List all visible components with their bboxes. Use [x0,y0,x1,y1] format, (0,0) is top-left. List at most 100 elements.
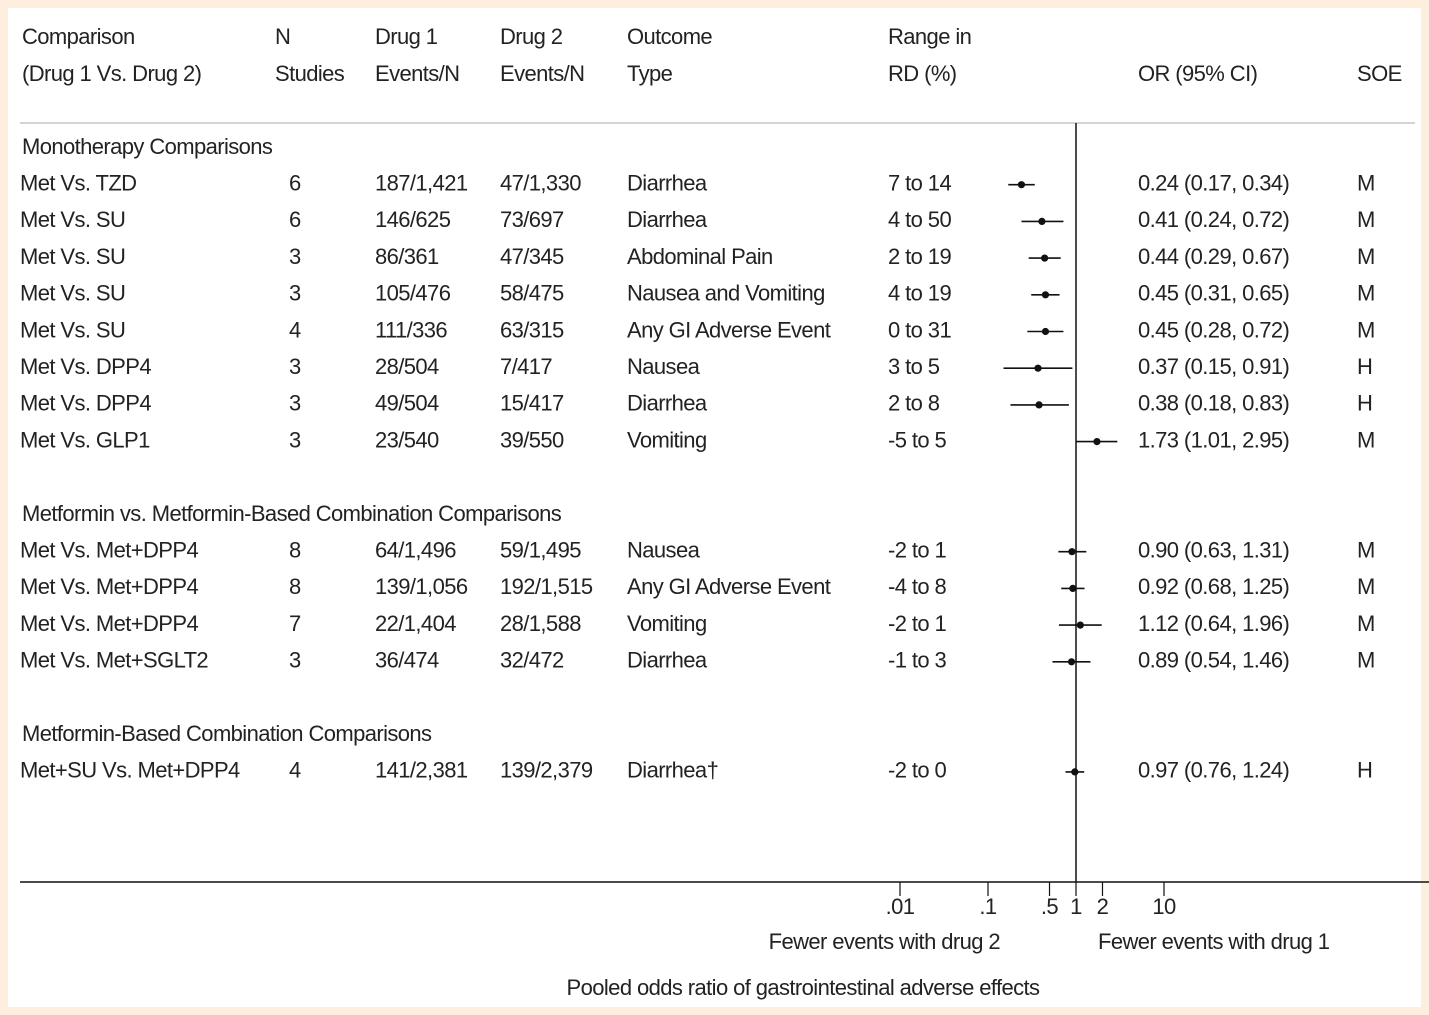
cell: 146/625 [375,207,451,232]
cell: Abdominal Pain [627,244,773,269]
cell: 8 [289,574,301,599]
cell: 64/1,496 [375,538,456,563]
left-label: Fewer events with drug 2 [769,929,1001,954]
cell: -4 to 8 [888,574,947,599]
cell: 28/1,588 [500,611,581,636]
cell: M [1357,171,1375,196]
cell: Met Vs. DPP4 [20,391,151,416]
cell: 7 to 14 [888,171,951,196]
group-title: Monotherapy Comparisons [22,134,273,159]
column-header: Events/N [375,61,459,86]
cell: 4 [289,317,301,342]
right-label: Fewer events with drug 1 [1098,929,1330,954]
cell: Nausea [627,538,701,563]
cell: 7 [289,611,301,636]
cell: 4 to 50 [888,207,951,232]
cell: Met Vs. SU [20,281,125,306]
group-title: Metformin vs. Metformin-Based Combinatio… [22,501,562,526]
cell: 2 to 8 [888,391,940,416]
or-point [1068,548,1076,556]
column-header: Events/N [500,61,584,86]
cell: M [1357,317,1375,342]
or-point [1093,438,1101,446]
cell: M [1357,574,1375,599]
cell: 2 to 19 [888,244,951,269]
cell: Met Vs. Met+DPP4 [20,611,198,636]
cell: 86/361 [375,244,439,269]
cell: 1.73 (1.01, 2.95) [1138,427,1289,452]
x-tick-label: .01 [886,894,915,919]
cell: 3 [289,427,301,452]
cell: 192/1,515 [500,574,593,599]
cell: Any GI Adverse Event [627,317,831,342]
cell: 139/1,056 [375,574,468,599]
cell: 3 to 5 [888,354,940,379]
column-header: Studies [275,61,345,86]
x-tick-label: 10 [1152,894,1176,919]
cell: 0.45 (0.28, 0.72) [1138,317,1289,342]
cell: 8 [289,538,301,563]
cell: 3 [289,354,301,379]
cell: 105/476 [375,281,451,306]
cell: Met Vs. SU [20,207,125,232]
column-header: OR (95% CI) [1138,61,1257,86]
cell: 141/2,381 [375,758,468,783]
cell: -2 to 1 [888,538,947,563]
column-header: Drug 2 [500,24,563,49]
column-header: Drug 1 [375,24,438,49]
cell: Vomiting [627,427,707,452]
panel [8,8,1421,1007]
cell: 0.89 (0.54, 1.46) [1138,648,1289,673]
cell: 22/1,404 [375,611,456,636]
cell: 111/336 [375,317,447,342]
cell: M [1357,538,1375,563]
x-tick-label: .1 [979,894,997,919]
cell: 3 [289,391,301,416]
cell: H [1357,354,1372,379]
cell: 73/697 [500,207,564,232]
cell: 59/1,495 [500,538,581,563]
cell: 0.44 (0.29, 0.67) [1138,244,1289,269]
or-point [1034,364,1042,372]
column-header: SOE [1357,61,1402,86]
cell: 58/475 [500,281,564,306]
cell: 139/2,379 [500,758,593,783]
cell: 6 [289,207,301,232]
or-point [1069,584,1077,593]
cell: -2 to 0 [888,758,947,783]
or-point [1035,401,1043,409]
column-header: Comparison [22,24,135,49]
cell: Vomiting [627,611,707,636]
cell: 47/1,330 [500,171,581,196]
cell: H [1357,758,1372,783]
cell: 28/504 [375,354,439,379]
cell: 32/472 [500,648,564,673]
cell: Met Vs. SU [20,317,125,342]
cell: 0.37 (0.15, 0.91) [1138,354,1289,379]
cell: 0.45 (0.31, 0.65) [1138,281,1289,306]
or-point [1071,768,1079,776]
cell: 36/474 [375,648,439,673]
cell: M [1357,648,1375,673]
cell: Met Vs. SU [20,244,125,269]
cell: Met+SU Vs. Met+DPP4 [20,758,240,783]
or-point [1041,327,1050,336]
cell: Diarrhea [627,207,708,232]
cell: 47/345 [500,244,564,269]
cell: Nausea and Vomiting [627,281,825,306]
column-header: N [275,24,290,49]
cell: Diarrhea† [627,758,718,783]
cell: 3 [289,281,301,306]
cell: 49/504 [375,391,439,416]
cell: Met Vs. TZD [20,171,136,196]
cell: Diarrhea [627,171,708,196]
cell: 0.38 (0.18, 0.83) [1138,391,1289,416]
cell: H [1357,391,1372,416]
cell: 4 to 19 [888,281,951,306]
cell: 6 [289,171,301,196]
or-point [1041,291,1050,299]
cell: Diarrhea [627,648,708,673]
cell: M [1357,611,1375,636]
